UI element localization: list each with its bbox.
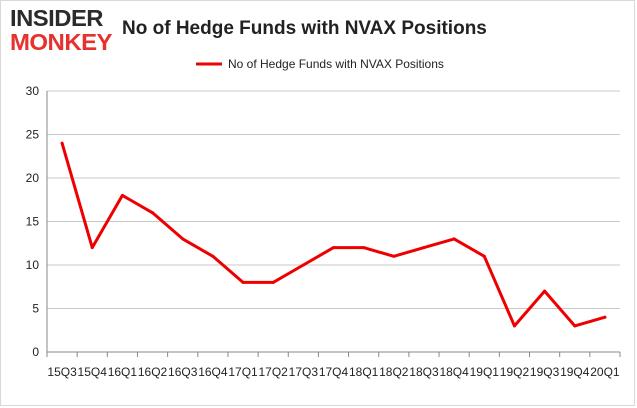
- x-axis-tick-labels: 15Q3 15Q4 16Q1 16Q2 16Q3 16Q4 17Q1 17Q2 17Q3 17Q4…: [47, 365, 620, 379]
- x-tick-label: 19Q3: [530, 365, 560, 379]
- legend: No of Hedge Funds with NVAX Positions: [196, 57, 444, 71]
- y-tick-label: 5: [32, 302, 39, 316]
- logo-line-1: INSIDER: [10, 5, 104, 31]
- data-point: [512, 324, 516, 328]
- x-tick-label: 17Q2: [259, 365, 289, 379]
- data-point: [120, 193, 124, 197]
- y-tick-label: 15: [26, 215, 40, 229]
- data-point: [271, 280, 275, 284]
- data-point: [603, 315, 607, 319]
- x-tick-label: 16Q3: [168, 365, 198, 379]
- x-tick-label: 18Q3: [409, 365, 439, 379]
- y-tick-label: 0: [32, 345, 39, 359]
- data-point: [151, 211, 155, 215]
- data-point: [362, 246, 366, 250]
- insider-monkey-logo: INSIDER MONKEY: [10, 5, 113, 55]
- data-point: [241, 280, 245, 284]
- data-point: [332, 246, 335, 250]
- series-layer: [60, 141, 607, 328]
- axes: [46, 91, 621, 357]
- x-tick-label: 16Q2: [138, 365, 168, 379]
- data-point: [301, 263, 305, 267]
- x-tick-label: 18Q4: [439, 365, 469, 379]
- data-point: [573, 324, 577, 328]
- data-point: [392, 254, 396, 258]
- y-tick-label: 30: [26, 84, 40, 98]
- x-tick-label: 19Q1: [470, 365, 500, 379]
- x-tick-label: 19Q2: [500, 365, 530, 379]
- y-tick-label: 10: [26, 258, 40, 272]
- x-tick-label: 20Q1: [590, 365, 620, 379]
- x-tick-label: 15Q4: [78, 365, 108, 379]
- y-axis-tick-labels: 0 5 10 15 20 25 30: [26, 84, 40, 359]
- data-point: [452, 237, 456, 241]
- y-tick-label: 25: [26, 128, 40, 142]
- x-tick-label: 16Q1: [108, 365, 138, 379]
- data-point: [422, 246, 426, 250]
- data-point: [211, 254, 215, 258]
- data-point: [181, 237, 185, 241]
- y-tick-label: 20: [26, 171, 40, 185]
- data-point: [543, 289, 547, 293]
- legend-label: No of Hedge Funds with NVAX Positions: [228, 57, 444, 71]
- x-tick-label: 19Q4: [560, 365, 590, 379]
- x-tick-label: 17Q1: [228, 365, 258, 379]
- data-point: [482, 254, 486, 258]
- x-tick-label: 17Q4: [319, 365, 349, 379]
- data-point: [60, 141, 64, 145]
- x-tick-label: 15Q3: [47, 365, 77, 379]
- data-point: [90, 246, 94, 250]
- x-tick-label: 16Q4: [198, 365, 228, 379]
- x-tick-label: 17Q3: [289, 365, 319, 379]
- x-tick-label: 18Q1: [349, 365, 379, 379]
- gridlines: [47, 90, 620, 353]
- logo-line-2: MONKEY: [10, 29, 112, 55]
- series-line: [60, 141, 607, 328]
- x-tick-label: 18Q2: [379, 365, 409, 379]
- chart-title: No of Hedge Funds with NVAX Positions: [122, 18, 487, 39]
